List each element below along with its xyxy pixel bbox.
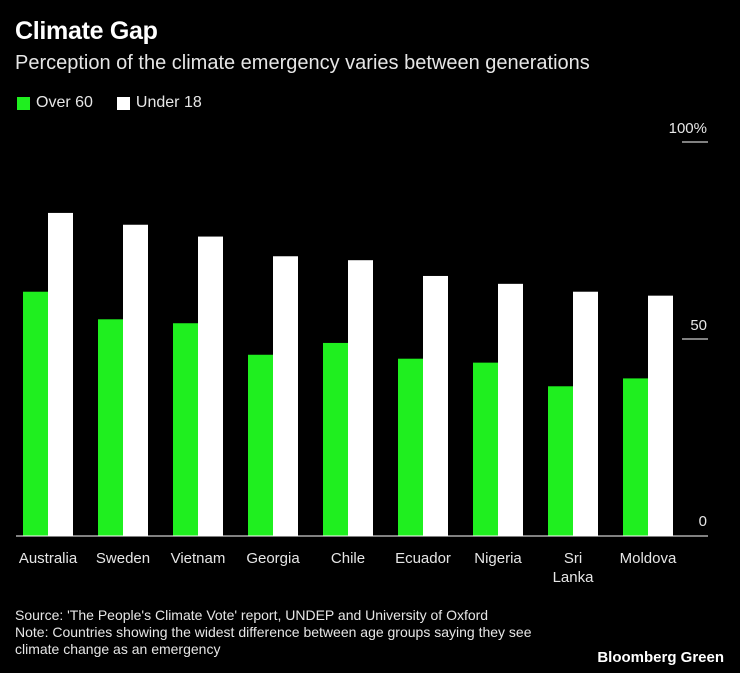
x-tick-label: Chile — [331, 550, 365, 567]
x-tick-label: Australia — [19, 550, 78, 567]
chart-subtitle: Perception of the climate emergency vari… — [15, 52, 590, 74]
x-tick-label: Vietnam — [171, 550, 226, 567]
bar-over-60 — [398, 358, 423, 536]
bar-under-18 — [648, 295, 673, 536]
bar-under-18 — [198, 236, 223, 536]
x-tick-label: Sweden — [96, 550, 150, 567]
bar-over-60 — [98, 319, 123, 536]
bar-under-18 — [123, 224, 148, 537]
bar-over-60 — [548, 386, 573, 536]
bar-over-60 — [323, 342, 348, 536]
bar-over-60 — [248, 354, 273, 536]
bar-under-18 — [348, 260, 373, 536]
brand-logo: Bloomberg Green — [597, 649, 724, 666]
y-tick-label: 50 — [690, 317, 707, 334]
x-tick-label: Ecuador — [395, 550, 451, 567]
bar-chart: 100% 50 0 Australia Sweden Vietnam Georgia Chil… — [16, 120, 708, 586]
bar-over-60 — [623, 378, 648, 536]
bar-under-18 — [423, 275, 448, 536]
x-tick-label: Sri Lanka — [553, 550, 595, 586]
legend-label-over-60: Over 60 — [36, 94, 93, 111]
bar-under-18 — [573, 291, 598, 536]
bar-under-18 — [273, 256, 298, 536]
legend-item-under-18: Under 18 — [116, 94, 202, 112]
bar-over-60 — [473, 362, 498, 536]
y-tick-label: 100% — [669, 120, 707, 137]
legend-item-over-60: Over 60 — [17, 94, 93, 112]
x-tick-label: Nigeria — [474, 550, 522, 567]
bar-over-60 — [173, 323, 198, 536]
x-tick-label: Moldova — [620, 550, 677, 567]
y-tick-label: 0 — [699, 513, 707, 530]
legend-label-under-18: Under 18 — [135, 94, 202, 111]
source-note: Source: 'The People's Climate Vote' repo… — [15, 607, 489, 623]
x-tick-label: Georgia — [246, 550, 300, 567]
bar-over-60 — [23, 291, 48, 536]
bar-under-18 — [48, 212, 73, 537]
legend: Over 60 Under 18 — [17, 94, 226, 112]
legend-swatch-over-60 — [17, 96, 30, 110]
chart-title: Climate Gap — [15, 17, 158, 45]
chart-footer: Source: 'The People's Climate Vote' repo… — [15, 607, 575, 658]
legend-swatch-under-18 — [116, 96, 130, 110]
footnote: Note: Countries showing the widest diffe… — [15, 624, 532, 657]
bar-under-18 — [498, 283, 523, 536]
